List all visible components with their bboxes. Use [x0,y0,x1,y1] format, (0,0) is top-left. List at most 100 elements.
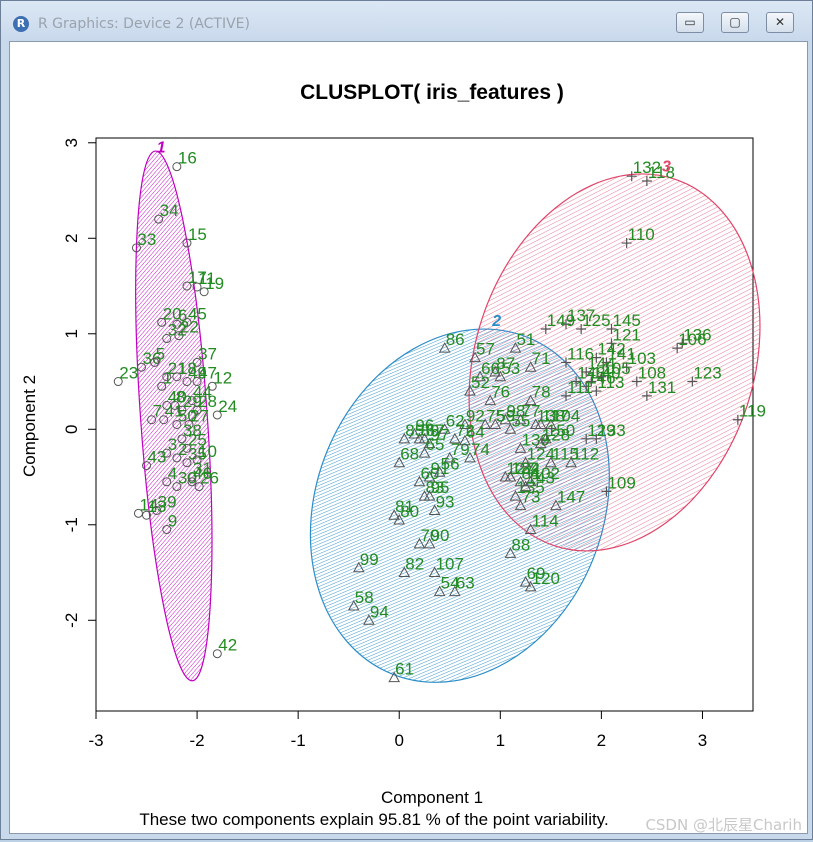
data-point-label: 129 [587,421,615,440]
y-tick-label: -1 [62,517,81,532]
data-point-label: 28 [198,392,217,411]
data-point-label: 80 [400,502,419,521]
data-point-marker [524,361,537,372]
data-point-label: 74 [471,440,490,459]
data-point-label: 78 [532,383,551,402]
data-point-label: 5 [156,344,165,363]
x-tick-label: -3 [88,731,103,750]
data-point-marker [529,418,542,429]
data-point-label: 120 [532,569,560,588]
data-point-marker [388,509,401,520]
data-point-marker [571,376,582,387]
data-point-marker [561,319,572,330]
data-point-label: 23 [119,364,138,383]
data-point-label: 102 [532,464,560,483]
x-tick-label: 2 [597,731,606,750]
data-point-label: 84 [522,464,541,483]
data-point-marker [601,486,612,497]
data-point-label: 1 [163,368,172,387]
data-point-label: 15 [188,225,207,244]
y-tick-label: -2 [62,613,81,628]
data-point-label: 109 [607,473,635,492]
data-point-marker [152,505,162,515]
data-point-label: 69 [527,564,546,583]
data-point-marker [162,372,172,382]
data-point-label: 52 [471,373,490,392]
data-point-marker [519,480,532,492]
data-point-label: 67 [426,421,445,440]
data-point-label: 147 [557,488,585,507]
data-point-marker [136,362,146,372]
data-point-label: 30 [178,469,197,488]
data-point-marker [596,371,607,382]
data-point-marker [192,377,202,387]
minimize-button[interactable]: ▭ [676,12,704,33]
title-bar[interactable]: R R Graphics: Device 2 (ACTIVE) ▭ ▢ ✕ [1,1,812,41]
data-point-label: 142 [597,340,625,359]
data-point-marker [448,432,461,444]
data-point-marker [514,475,527,487]
data-point-marker [398,432,411,444]
data-point-label: 113 [597,373,624,392]
data-point-marker [581,433,592,444]
data-point-marker [187,477,197,487]
data-point-label: 62 [446,411,465,430]
data-point-marker [565,456,577,468]
cluster-3-label: 3 [662,158,671,175]
data-point-marker [687,376,698,387]
data-point-label: 7 [153,402,162,421]
data-point-marker [192,455,202,465]
data-point-marker [550,499,562,511]
data-point-label: 27 [190,407,209,426]
data-point-marker [423,537,436,549]
data-point-label: 38 [183,421,202,440]
data-point-marker [576,324,587,334]
data-point-label: 145 [612,311,640,330]
data-point-marker [464,385,476,396]
data-point-label: 3 [168,435,177,454]
data-point-label: 21 [168,359,187,378]
data-point-label: 103 [628,349,656,368]
data-point-label: 116 [567,344,594,363]
data-point-marker [177,434,187,444]
data-point-marker [157,317,167,327]
data-point-label: 97 [431,426,450,445]
data-point-label: 43 [148,448,167,467]
data-point-label: 17 [188,268,207,287]
data-point-marker [418,432,431,444]
data-point-label: 47 [198,364,217,383]
data-point-label: 110 [628,225,655,244]
maximize-button[interactable]: ▢ [721,12,749,33]
window-title: R Graphics: Device 2 (ACTIVE) [38,16,250,32]
data-point-label: 42 [218,636,237,655]
data-point-label: 107 [436,555,464,574]
data-point-label: 71 [532,349,551,368]
y-tick-label: 1 [62,329,81,338]
data-point-marker [159,415,169,425]
data-point-label: 18 [178,359,197,378]
data-point-marker [408,428,421,439]
data-point-label: 117 [542,407,569,426]
data-point-marker [524,523,537,535]
data-point-marker [184,420,194,429]
data-point-label: 86 [446,330,465,349]
data-point-marker [489,365,502,377]
data-point-marker [544,456,557,468]
data-point-marker [162,477,172,487]
close-button[interactable]: ✕ [766,12,794,33]
data-point-label: 33 [137,230,156,249]
x-axis-label: Component 1 [381,788,483,807]
data-point-marker [459,418,471,429]
data-point-label: 20 [163,304,182,323]
data-point-label: 8 [176,387,185,406]
data-point-marker [192,357,202,367]
data-point-label: 12 [213,368,232,387]
data-point-label: 37 [198,344,217,363]
data-point-label: 36 [142,349,161,368]
data-point-marker [170,400,180,410]
data-point-label: 46 [193,464,212,483]
data-point-label: 26 [200,469,219,488]
data-point-marker [514,499,527,511]
data-point-marker [194,482,204,492]
data-point-marker [423,470,436,482]
